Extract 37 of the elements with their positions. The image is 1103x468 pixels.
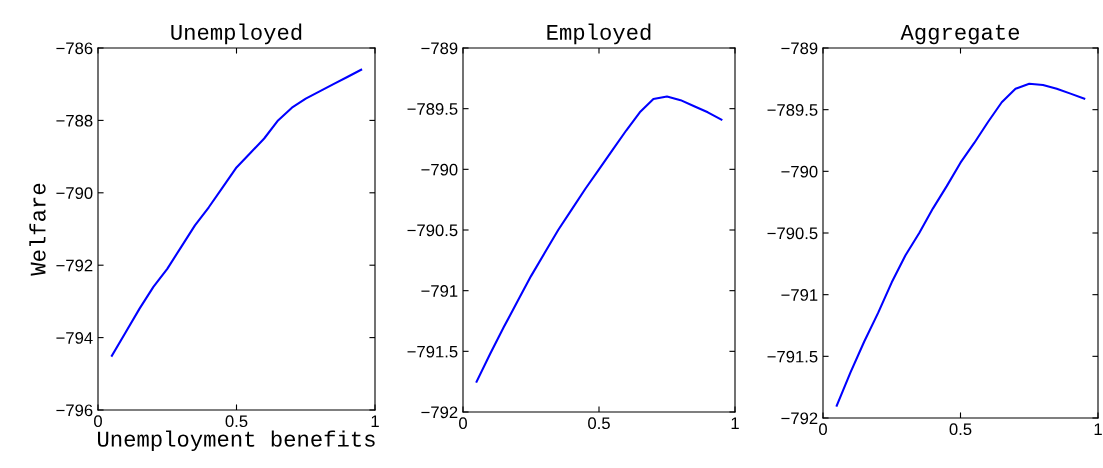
x-axis-title: Unemployment benefits <box>98 430 375 452</box>
y-tick-label: −792 <box>781 412 818 425</box>
y-tick-label: −792 <box>421 406 458 419</box>
x-tick-label: 0.5 <box>225 415 248 428</box>
y-tick-label: −794 <box>56 332 93 344</box>
y-tick-label: −796 <box>56 404 93 417</box>
y-tick-label: −790.5 <box>767 227 818 240</box>
y-tick-label: −789 <box>421 42 458 55</box>
y-tick-label: −790 <box>56 187 93 199</box>
y-tick-label: −789 <box>781 42 818 55</box>
y-tick-label: −791.5 <box>767 350 818 363</box>
y-tick-label: −791 <box>781 289 818 301</box>
y-tick-label: −791 <box>421 285 458 297</box>
chart-title: Unemployed <box>171 23 302 45</box>
y-axis-title: Welfare <box>29 183 46 276</box>
chart-title: Aggregate <box>900 24 1020 45</box>
x-tick-label: 0 <box>94 415 102 428</box>
line-series <box>835 82 1086 407</box>
y-tick-label: −788 <box>56 114 93 127</box>
line-series <box>110 68 363 357</box>
y-tick-label: −790 <box>421 163 458 176</box>
y-tick-label: −790 <box>781 165 818 178</box>
x-tick-label: 1 <box>1094 423 1102 435</box>
x-tick-label: 0 <box>819 423 827 436</box>
x-tick-label: 1 <box>371 415 379 427</box>
chart-title: Employed <box>547 23 651 45</box>
x-tick-label: 0.5 <box>588 417 610 430</box>
line-series <box>475 95 723 383</box>
x-tick-label: 1 <box>731 417 739 429</box>
y-tick-label: −786 <box>56 42 93 55</box>
y-tick-label: −789.5 <box>767 104 818 116</box>
y-tick-label: −792 <box>56 259 93 272</box>
y-tick-label: −791.5 <box>407 345 458 358</box>
y-tick-label: −789.5 <box>407 103 458 115</box>
y-tick-label: −790.5 <box>407 224 458 237</box>
x-tick-label: 0.5 <box>949 423 972 436</box>
x-tick-label: 0 <box>459 417 467 430</box>
